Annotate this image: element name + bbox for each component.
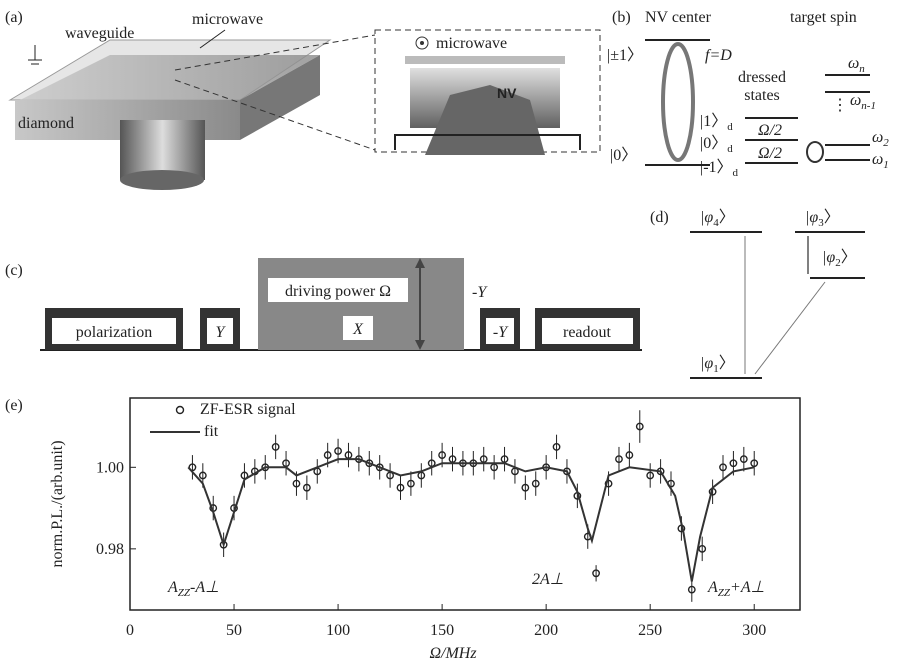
state-label: |φ3〉 [805,209,840,229]
panel-label: (d) [650,209,669,226]
microwave-label: microwave [192,11,263,28]
dressed-title: states [744,87,780,104]
panel-label: (c) [5,262,23,279]
diamond-label: diamond [18,115,74,132]
waveguide-label: waveguide [65,25,134,42]
y-tick-label: 0.98 [96,541,124,558]
x-tick-label: 100 [326,622,350,639]
pulse-label: driving power Ω [285,283,391,300]
nv-center-title: NV center [645,9,712,26]
state-label: |φ2〉 [822,249,857,269]
x-tick-label: 50 [226,622,242,639]
x-tick-label: 300 [742,622,766,639]
panel-c: (c) polarization Y driving power Ω X -Y … [5,258,642,350]
field-symbol [420,41,424,45]
panel-label: (a) [5,9,23,26]
panel-label: (b) [612,9,631,26]
legend-label: ZF-ESR signal [200,401,296,418]
figure: (a) waveguide microwave diamond microwav… [0,0,898,666]
annotation: 2A⊥ [532,571,564,588]
panel-d: (d) |φ4〉 |φ3〉 |φ2〉 |φ1〉 [650,209,865,378]
annotation-part: A [167,579,178,596]
x-tick-label: 150 [430,622,454,639]
level-label: |0〉 [610,147,637,164]
transition [755,282,825,374]
pulse-label: X [352,321,364,338]
rabi-label: Ω/2 [758,145,782,162]
annotation-part: +A⊥ [730,579,765,596]
annotation-sub: ZZ [178,587,191,599]
x-tick-label: 0 [126,622,134,639]
pulse-label: polarization [76,324,152,341]
waveguide-layer [405,56,565,64]
ellipsis: ⋮ [832,97,848,114]
fit-line [188,459,754,581]
panel-e: (e) Ω/MHz norm.P.L./(arb.unit) 0 50 100 150… [5,397,800,662]
annotation-sub: ZZ [718,587,731,599]
plot-frame [130,398,800,610]
inset-microwave-label: microwave [436,35,507,52]
level-label: |±1〉 [607,47,643,64]
legend-label: fit [204,423,219,440]
nv-label: NV [497,85,517,101]
level-label: |-1〉d [700,159,739,179]
panel-label: (e) [5,397,23,414]
level-label: ωn [848,55,865,75]
panel-b: (b) NV center target spin |±1〉 f=D |0〉 d… [607,9,889,179]
annotation-part: -A⊥ [190,579,219,596]
annotation-part: 2A⊥ [532,571,564,588]
level-label: ωn-1 [850,92,876,112]
phase-label: -Y [472,284,488,301]
annotation: AZZ-A⊥ [167,579,219,599]
freq-label: f=D [705,47,732,64]
panel-a: (a) waveguide microwave diamond microwav… [5,9,600,190]
y-tick-label: 1.00 [96,459,124,476]
x-tick-label: 200 [534,622,558,639]
lens-bottom [120,170,204,190]
level-label: |1〉d [700,113,733,133]
level-label: ω2 [872,129,889,149]
annotation: AZZ+A⊥ [707,579,765,599]
state-label: |φ1〉 [700,355,735,375]
coupling-loop [807,142,823,162]
transition-loop [663,44,693,160]
rabi-label: Ω/2 [758,122,782,139]
target-spin-title: target spin [790,9,857,26]
x-axis-title: Ω/MHz [429,645,477,662]
pulse-label: -Y [493,324,509,341]
legend-marker [177,407,184,414]
x-tick-label: 250 [638,622,662,639]
annotation-part: A [707,579,718,596]
dressed-title: dressed [738,69,786,86]
level-label: ω1 [872,151,889,171]
state-label: |φ4〉 [700,209,735,229]
y-axis-title: norm.P.L./(arb.unit) [49,440,66,567]
pulse-label: readout [563,324,612,341]
level-label: |0〉d [700,135,733,155]
